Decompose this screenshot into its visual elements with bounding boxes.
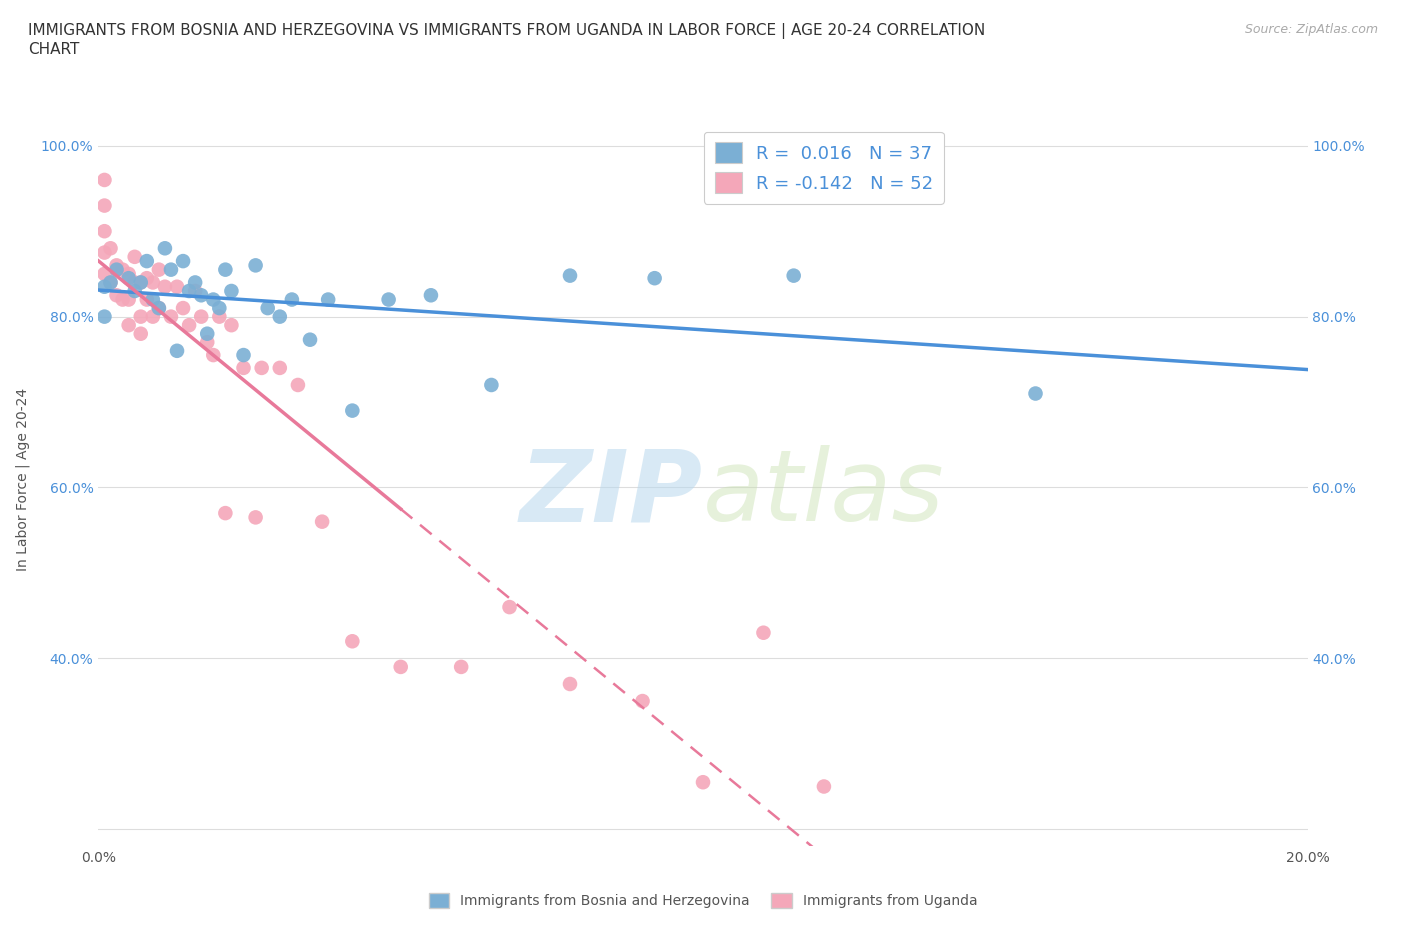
Point — [245, 510, 267, 525]
Text: ZIP: ZIP — [520, 445, 703, 542]
Point — [93, 267, 115, 282]
Point — [377, 292, 399, 307]
Point — [256, 300, 278, 315]
Legend: R =  0.016   N = 37, R = -0.142   N = 52: R = 0.016 N = 37, R = -0.142 N = 52 — [704, 132, 943, 204]
Point — [389, 659, 412, 674]
Point — [195, 335, 218, 350]
Point — [311, 514, 333, 529]
Point — [129, 326, 152, 341]
Point — [129, 275, 152, 290]
Point — [232, 361, 254, 376]
Point — [172, 254, 194, 269]
Point — [179, 284, 201, 299]
Point — [184, 275, 207, 290]
Point — [179, 318, 201, 333]
Point — [221, 318, 243, 333]
Point — [316, 292, 339, 307]
Point — [135, 292, 157, 307]
Point — [202, 292, 225, 307]
Point — [105, 288, 128, 303]
Point — [420, 288, 443, 303]
Point — [118, 318, 141, 333]
Point — [135, 254, 157, 269]
Point — [148, 262, 170, 277]
Point — [93, 279, 115, 294]
Point — [100, 275, 122, 290]
Point — [100, 241, 122, 256]
Point — [93, 224, 115, 239]
Point — [1024, 386, 1046, 401]
Text: Source: ZipAtlas.com: Source: ZipAtlas.com — [1244, 23, 1378, 36]
Point — [111, 262, 134, 277]
Point — [166, 279, 188, 294]
Point — [214, 506, 236, 521]
Text: atlas: atlas — [703, 445, 945, 542]
Point — [269, 309, 291, 324]
Point — [93, 309, 115, 324]
Point — [172, 300, 194, 315]
Point — [142, 292, 165, 307]
Point — [644, 271, 666, 286]
Point — [558, 676, 581, 691]
Point — [214, 262, 236, 277]
Point — [105, 262, 128, 277]
Point — [481, 378, 503, 392]
Point — [342, 404, 364, 418]
Point — [245, 258, 267, 272]
Point — [752, 625, 775, 640]
Point — [135, 271, 157, 286]
Point — [153, 241, 176, 256]
Point — [232, 348, 254, 363]
Point — [124, 284, 146, 299]
Point — [221, 284, 243, 299]
Point — [93, 198, 115, 213]
Y-axis label: In Labor Force | Age 20-24: In Labor Force | Age 20-24 — [15, 388, 30, 570]
Point — [118, 292, 141, 307]
Point — [148, 300, 170, 315]
Point — [124, 275, 146, 290]
Point — [558, 268, 581, 283]
Point — [783, 268, 806, 283]
Point — [631, 694, 654, 709]
Point — [100, 275, 122, 290]
Point — [93, 246, 115, 260]
Point — [190, 309, 212, 324]
Point — [111, 292, 134, 307]
Point — [142, 309, 165, 324]
Point — [208, 300, 231, 315]
Point — [124, 249, 146, 264]
Point — [118, 267, 141, 282]
Point — [342, 634, 364, 649]
Point — [153, 279, 176, 294]
Point — [148, 300, 170, 315]
Point — [450, 659, 472, 674]
Point — [208, 309, 231, 324]
Point — [195, 326, 218, 341]
Point — [160, 309, 183, 324]
Point — [93, 172, 115, 187]
Legend: Immigrants from Bosnia and Herzegovina, Immigrants from Uganda: Immigrants from Bosnia and Herzegovina, … — [423, 888, 983, 914]
Point — [202, 348, 225, 363]
Point — [105, 258, 128, 272]
Point — [498, 600, 520, 615]
Point — [287, 378, 309, 392]
Point — [142, 275, 165, 290]
Text: IMMIGRANTS FROM BOSNIA AND HERZEGOVINA VS IMMIGRANTS FROM UGANDA IN LABOR FORCE : IMMIGRANTS FROM BOSNIA AND HERZEGOVINA V… — [28, 23, 986, 57]
Point — [813, 779, 835, 794]
Point — [129, 275, 152, 290]
Point — [184, 284, 207, 299]
Point — [299, 332, 322, 347]
Point — [269, 361, 291, 376]
Point — [190, 288, 212, 303]
Point — [129, 309, 152, 324]
Point — [281, 292, 304, 307]
Point — [166, 343, 188, 358]
Point — [250, 361, 273, 376]
Point — [160, 262, 183, 277]
Point — [692, 775, 714, 790]
Point — [118, 271, 141, 286]
